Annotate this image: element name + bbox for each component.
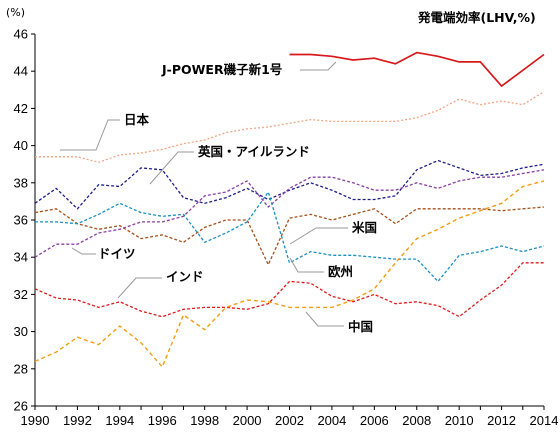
leader-europe (289, 257, 324, 273)
x-tick-label: 1998 (190, 413, 219, 428)
y-axis-unit: (%) (6, 6, 25, 19)
x-tick-label: 2002 (275, 413, 304, 428)
leader-uk-ireland (149, 151, 194, 185)
label-europe: 欧州 (328, 264, 353, 279)
y-tick-label: 46 (14, 27, 28, 42)
x-tick-label: 2014 (530, 413, 559, 428)
x-tick-label: 2000 (233, 413, 262, 428)
y-tick-label: 28 (14, 361, 28, 376)
leader-china (305, 311, 344, 327)
chart-title: 発電端効率(LHV,%) (417, 10, 536, 25)
x-tick-label: 1990 (21, 413, 50, 428)
y-tick-label: 26 (14, 399, 28, 414)
leader-lines (60, 61, 348, 327)
leader-jpower (300, 61, 337, 71)
y-tick-label: 32 (14, 287, 28, 302)
y-tick-label: 42 (14, 101, 28, 116)
series-lines (34, 51, 545, 368)
y-tick-label: 44 (14, 64, 28, 79)
x-axis-ticks: 1990 1992 1994 1996 1998 2000 2002 2004 2006 2008… (21, 406, 559, 428)
leader-japan (60, 119, 120, 151)
y-tick-label: 34 (14, 250, 28, 265)
y-tick-label: 40 (14, 138, 28, 153)
series-line-3 (34, 206, 545, 266)
label-usa: 米国 (351, 220, 377, 235)
leader-germany (71, 247, 96, 255)
series-line-6 (34, 262, 544, 318)
leader-usa (289, 227, 348, 245)
y-axis-ticks: 26 28 30 32 34 36 38 40 42 44 46 (14, 27, 35, 414)
label-germany: ドイツ (98, 246, 136, 261)
series-line-2 (34, 159, 545, 210)
series-line-0 (289, 51, 545, 87)
label-china: 中国 (348, 319, 373, 334)
series-line-5 (35, 191, 545, 283)
chart-axes (34, 34, 544, 407)
label-uk-ireland: 英国・アイルランド (198, 144, 310, 159)
x-tick-label: 1994 (105, 413, 134, 428)
x-tick-label: 2004 (317, 413, 346, 428)
x-tick-label: 2012 (487, 413, 516, 428)
series-line-4 (34, 169, 545, 258)
x-tick-label: 1992 (63, 413, 92, 428)
x-tick-label: 1996 (148, 413, 177, 428)
x-tick-label: 2008 (402, 413, 431, 428)
y-tick-label: 38 (14, 175, 28, 190)
y-tick-label: 36 (14, 213, 28, 228)
label-india: インド (166, 269, 204, 284)
series-line-7 (34, 180, 545, 368)
y-tick-label: 30 (14, 324, 28, 339)
x-tick-label: 2006 (360, 413, 389, 428)
label-jpower: J-POWER磯子新1号 (161, 62, 282, 77)
x-tick-label: 2010 (445, 413, 474, 428)
label-japan: 日本 (124, 112, 150, 127)
leader-india (117, 277, 162, 299)
